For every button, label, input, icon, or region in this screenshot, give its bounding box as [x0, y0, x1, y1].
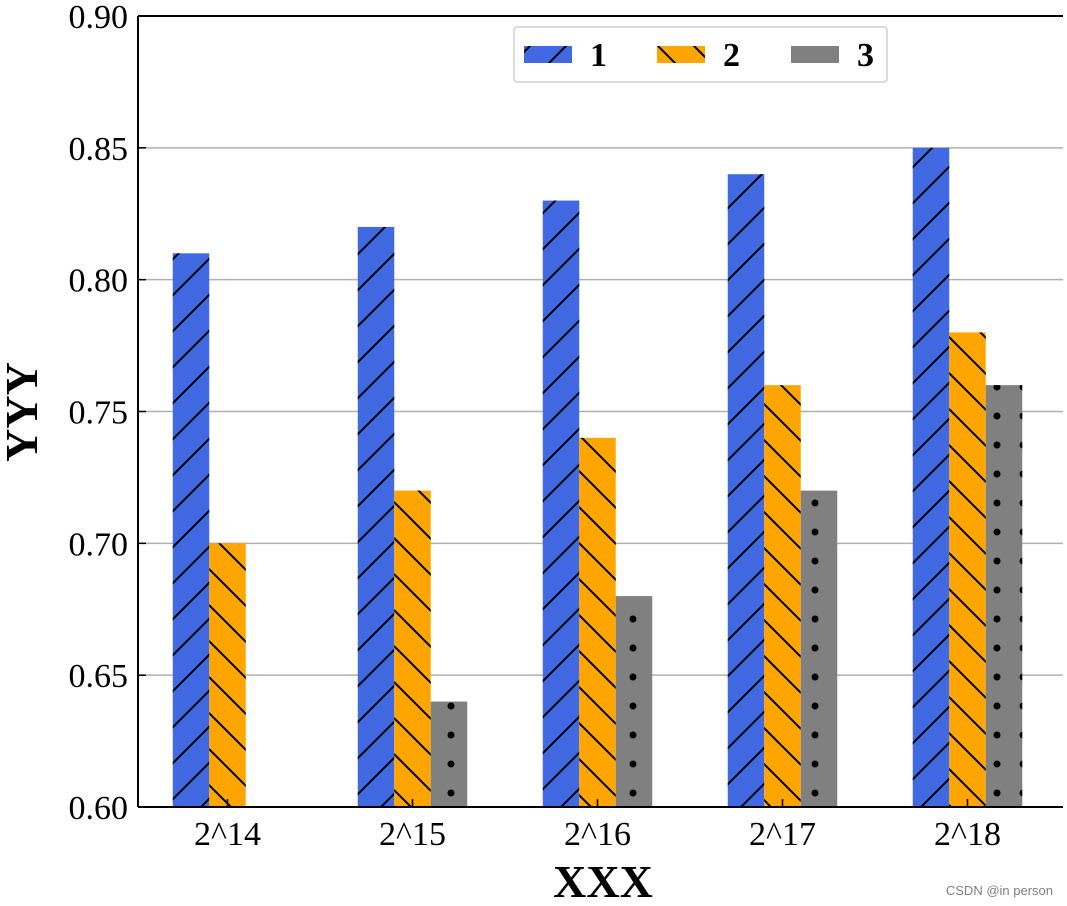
x-tick-label: 2^18 — [934, 816, 1001, 853]
y-tick-label: 0.60 — [69, 790, 129, 827]
bar-series-1 — [542, 200, 580, 808]
bar-series-3 — [430, 701, 468, 807]
legend-entry-3: 3 — [791, 37, 874, 74]
y-tick-label: 0.85 — [69, 131, 129, 168]
gridlines — [138, 147, 1063, 676]
x-tick-label: 2^15 — [379, 816, 446, 853]
x-axis-title: XXX — [553, 856, 653, 906]
bar-series-3 — [615, 596, 653, 807]
bar-series-2 — [579, 437, 616, 807]
bar-series-2 — [949, 332, 986, 807]
legend-label: 1 — [590, 37, 607, 74]
y-axis-title: YYY — [0, 362, 47, 462]
bar-series-3 — [985, 385, 1023, 807]
y-tick-label: 0.90 — [69, 0, 129, 36]
tick-labels: 0.60 0.65 0.70 0.75 0.80 0.85 0.90 2^14 2^15 2^16… — [69, 0, 1001, 853]
legend-entry-1: 1 — [524, 37, 607, 74]
x-tick-label: 2^16 — [564, 816, 631, 853]
axes — [137, 15, 1063, 808]
watermark-text: CSDN @in person — [945, 883, 1053, 898]
x-tick-label: 2^17 — [749, 816, 816, 853]
bar-series-1 — [912, 147, 950, 808]
bar-series-2 — [209, 543, 246, 807]
bar-series-1 — [727, 174, 765, 807]
legend-label: 2 — [723, 37, 740, 74]
legend: 1 2 3 — [513, 26, 888, 83]
y-tick-label: 0.65 — [69, 658, 129, 695]
y-tick-label: 0.70 — [69, 526, 129, 563]
y-tick-label: 0.75 — [69, 395, 129, 432]
x-tick-label: 2^14 — [194, 816, 261, 853]
legend-label: 3 — [857, 37, 874, 74]
y-tick-label: 0.80 — [69, 263, 129, 300]
bar-series-2 — [764, 385, 801, 807]
legend-entry-2: 2 — [657, 37, 740, 74]
bars — [172, 147, 1023, 808]
bar-series-3 — [800, 490, 838, 807]
bar-series-1 — [357, 226, 395, 807]
bar-series-1 — [172, 253, 210, 808]
bar-series-2 — [394, 490, 431, 807]
